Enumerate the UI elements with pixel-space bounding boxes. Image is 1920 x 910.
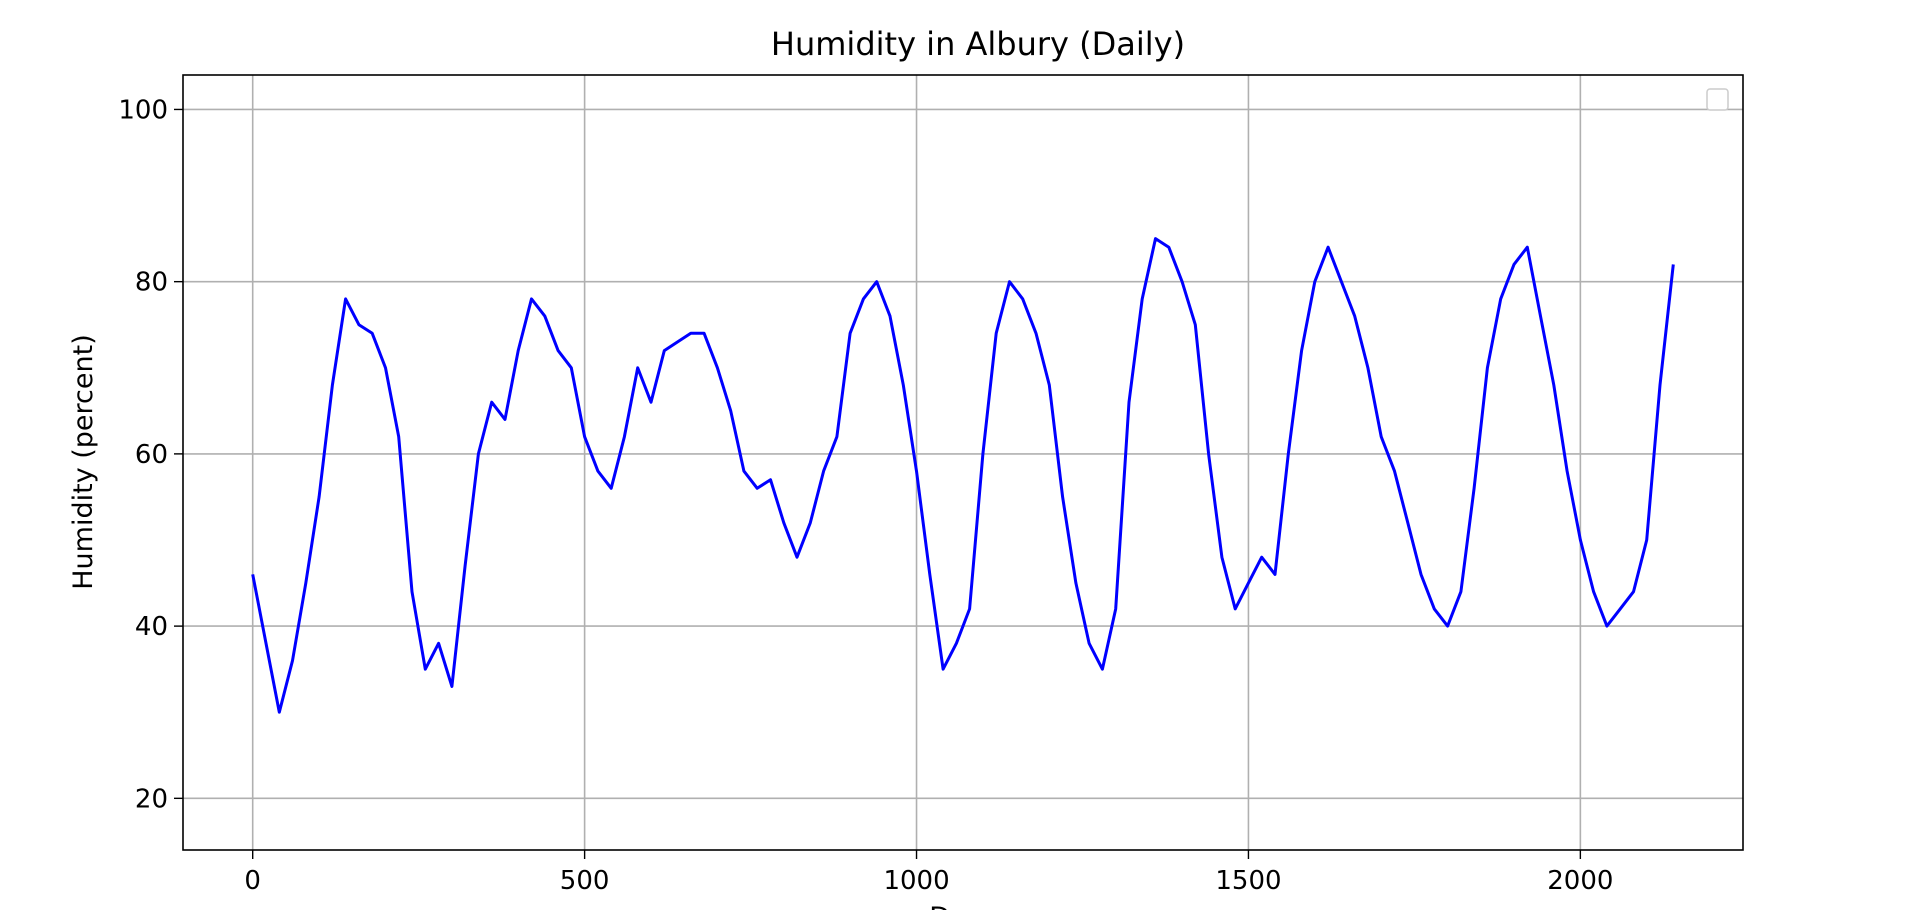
chart-title: Humidity in Albury (Daily) (771, 25, 1185, 63)
legend-box (1706, 88, 1729, 111)
x-tick-label: 2000 (1547, 866, 1613, 896)
x-tick-label: 1500 (1215, 866, 1281, 896)
plot-frame (182, 74, 1744, 851)
x-tick-label: 1000 (883, 866, 949, 896)
x-tick-label: 500 (560, 866, 610, 896)
y-axis-label: Humidity (percent) (68, 334, 99, 590)
humidity-series-line (251, 237, 1675, 714)
y-tick-label: 100 (118, 95, 168, 125)
y-tick-label: 80 (135, 268, 168, 298)
x-axis-label: Days (929, 902, 996, 910)
series-layer (251, 237, 1675, 714)
y-tick-label: 60 (135, 440, 168, 470)
y-tick-label: 40 (135, 612, 168, 642)
y-tick-label: 20 (135, 784, 168, 814)
x-axis-ticks: 0 500 1000 1500 2000 (244, 850, 1613, 896)
x-tick-label: 0 (244, 866, 261, 896)
y-axis-ticks: 20 40 60 80 100 (118, 95, 183, 814)
